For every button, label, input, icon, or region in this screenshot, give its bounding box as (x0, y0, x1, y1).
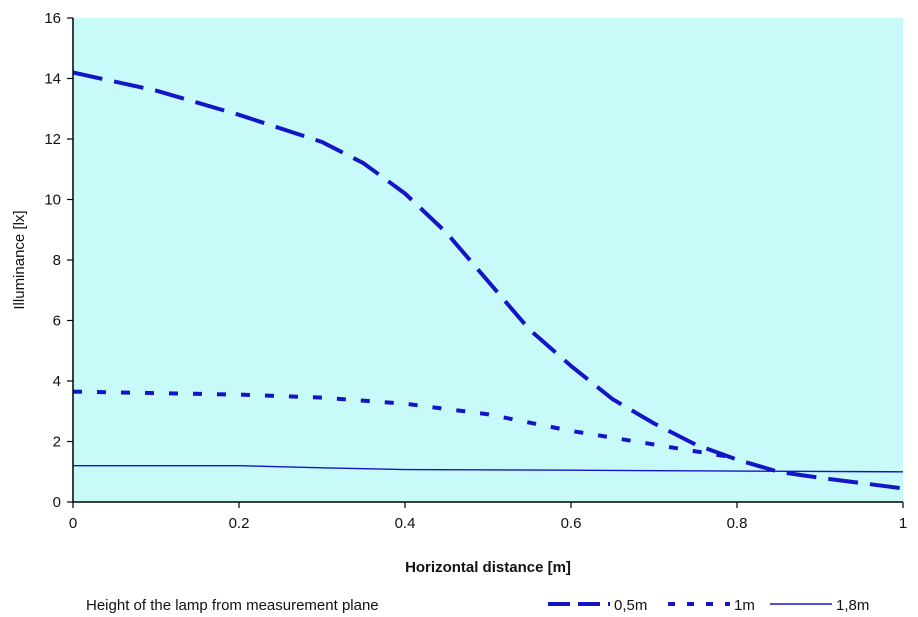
legend-items: 0,5m 1m 1,8m (548, 597, 869, 614)
y-tick-label: 10 (44, 192, 61, 209)
legend-title: Height of the lamp from measurement plan… (86, 597, 379, 614)
x-tick-label: 0.4 (395, 515, 416, 532)
x-axis-title: Horizontal distance [m] (405, 559, 571, 576)
y-tick-label: 6 (53, 313, 61, 330)
y-tick-label: 2 (53, 434, 61, 451)
x-tick-label: 0.8 (727, 515, 748, 532)
y-tick-label: 16 (44, 10, 61, 27)
y-tick-label: 0 (53, 494, 61, 511)
y-tick-label: 14 (44, 71, 61, 88)
x-tick-label: 1 (899, 515, 907, 532)
y-tick-label: 8 (53, 252, 61, 269)
series-line-3 (73, 465, 904, 473)
y-tick-label: 12 (44, 131, 61, 148)
series-line-1 (72, 70, 904, 491)
x-tick-label: 0.6 (561, 515, 582, 532)
series-line-2 (72, 389, 738, 461)
x-axis-ticks: 0 0.2 0.4 0.6 0.8 1 (69, 502, 907, 532)
plot-area (73, 18, 903, 502)
y-axis-title: Illuminance [lx] (11, 210, 28, 309)
x-tick-label: 0 (69, 515, 77, 532)
y-axis-ticks: 0 2 4 6 8 10 12 14 16 (44, 10, 73, 511)
x-tick-label: 0.2 (229, 515, 250, 532)
legend-label-3: 1,8m (836, 597, 869, 614)
legend-label-1: 0,5m (614, 597, 647, 614)
series-layer (72, 70, 904, 491)
y-tick-label: 4 (53, 373, 61, 390)
legend-label-2: 1m (734, 597, 755, 614)
legend: Height of the lamp from measurement plan… (86, 597, 869, 614)
